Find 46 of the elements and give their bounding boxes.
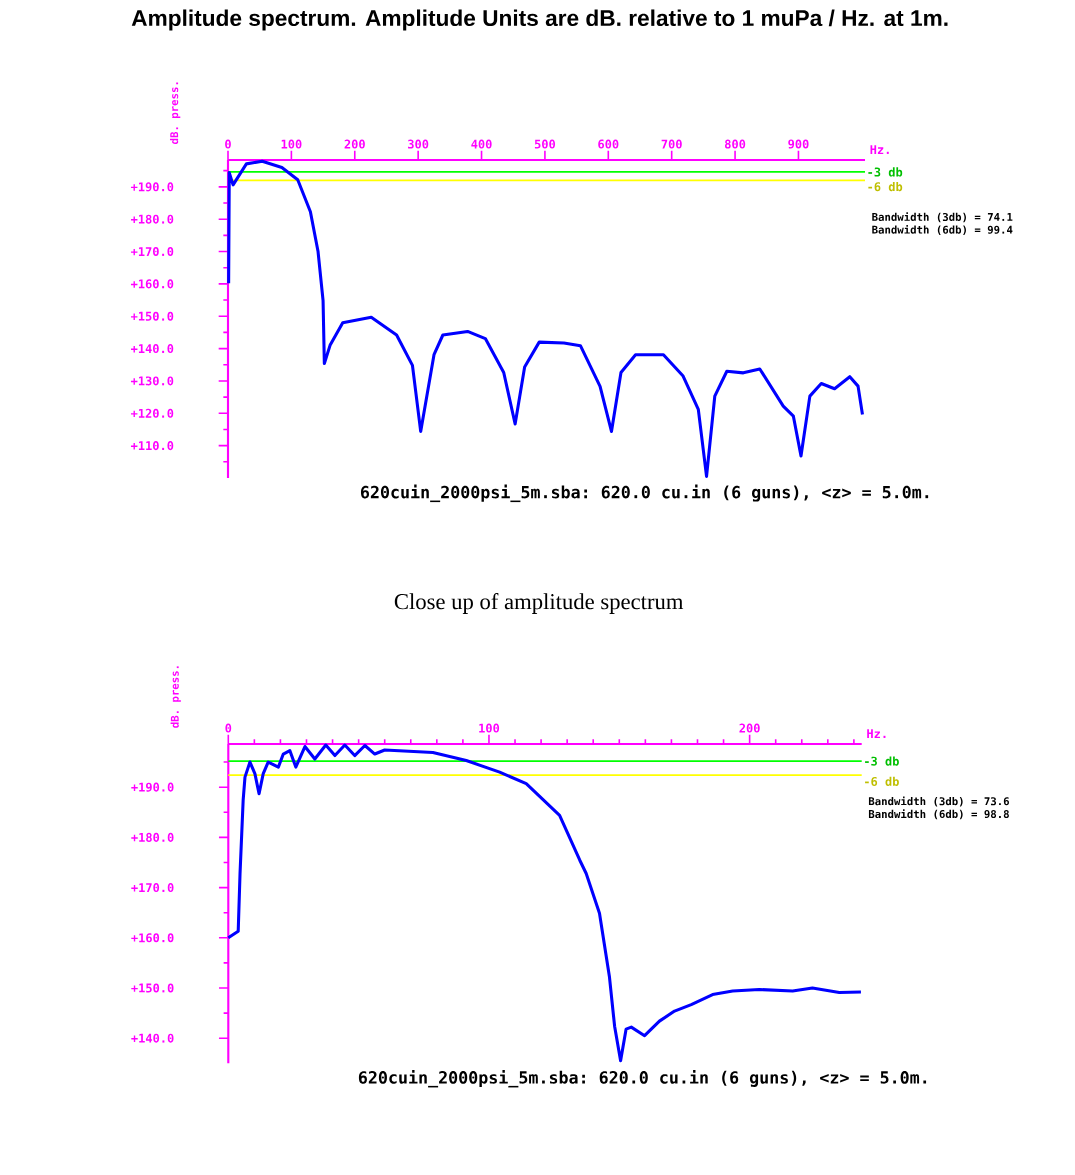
y-tick-label: +160.0 [131, 933, 174, 943]
y-tick-label: +170.0 [131, 883, 174, 893]
x-tick-label: 900 [788, 139, 809, 149]
ref-line-label: -6 db [865, 776, 899, 787]
text: Bandwidth (6db) = 99.4 [872, 224, 1013, 235]
y-tick-label: +120.0 [130, 408, 174, 418]
text: Bandwidth (3db) = 73.6 [868, 796, 1009, 807]
y-tick-label: +190.0 [131, 782, 174, 792]
y-axis-title: dB. press. [169, 82, 181, 144]
y-tick-label: +150.0 [130, 311, 174, 321]
x-axis-title: Hz. [867, 729, 886, 738]
x-tick-label: 0 [225, 139, 231, 149]
x-tick-label: 0 [225, 723, 232, 733]
y-tick-label: +190.0 [130, 182, 174, 192]
x-tick-label: 500 [534, 139, 556, 149]
y-tick-label: +150.0 [131, 983, 174, 993]
x-tick-label: 100 [479, 723, 500, 733]
x-tick-label: 100 [281, 139, 302, 149]
text: Bandwidth (6db) = 98.8 [868, 809, 1009, 820]
y-tick-label: +180.0 [130, 214, 174, 224]
x-tick-label: 200 [344, 139, 365, 149]
y-tick-label: +170.0 [130, 247, 174, 257]
x-tick-label: 400 [471, 139, 492, 149]
x-tick-label: 200 [739, 723, 760, 733]
x-axis-title: Hz. [870, 145, 889, 154]
text: 620cuin_2000psi_5m.sba: 620.0 cu.in (6 guns), <z> = 5.0m. [360, 484, 929, 503]
chart-title: Close up of amplitude spectrum [394, 593, 684, 614]
ref-line-label: -6 db [868, 181, 903, 192]
y-tick-label: +140.0 [130, 344, 174, 354]
x-tick-label: 700 [661, 139, 682, 149]
y-axis-title: dB. press. [170, 666, 181, 728]
y-tick-label: +160.0 [130, 279, 174, 289]
ref-line-label: -3 db [865, 756, 899, 766]
y-tick-label: +180.0 [131, 832, 174, 842]
x-tick-label: 300 [408, 139, 429, 149]
y-tick-label: +140.0 [131, 1033, 174, 1043]
x-tick-label: 600 [598, 139, 619, 149]
y-tick-label: +110.0 [130, 441, 174, 451]
y-tick-label: +130.0 [130, 376, 174, 386]
ref-line-label: -3 db [868, 167, 903, 177]
text: 620cuin_2000psi_5m.sba: 620.0 cu.in (6 guns), <z> = 5.0m. [358, 1069, 927, 1088]
text: Bandwidth (3db) = 74.1 [872, 212, 1013, 223]
chart-title: Amplitude spectrum. Amplitude Units are dB. relative to 1 muPa / Hz. at 1m. [131, 9, 948, 31]
line-series [226, 743, 863, 1063]
line-series [227, 159, 865, 478]
x-tick-label: 800 [724, 139, 746, 149]
